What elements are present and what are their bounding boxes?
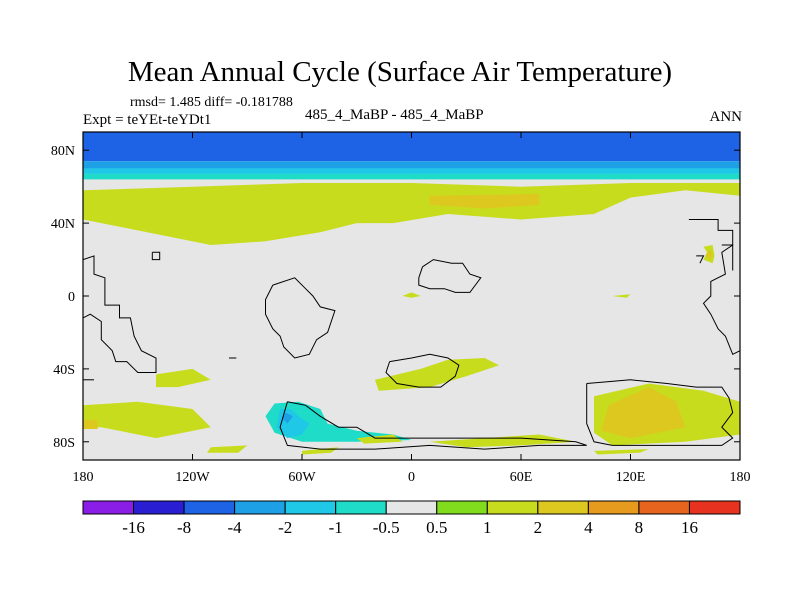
- colorbar-box-7: [436, 500, 488, 515]
- y-tick-label-3: 40S: [53, 363, 75, 378]
- colorbar-label-11: 16: [681, 518, 698, 537]
- anomaly-region-22: [601, 387, 686, 439]
- anomaly-region-18: [83, 419, 98, 429]
- x-tick-label-0: 180: [73, 470, 94, 485]
- anomaly-region-7: [291, 325, 313, 342]
- experiment-label: Expt = teYEt-teYDt1: [83, 112, 212, 128]
- colorbar-label-4: -1: [329, 518, 343, 537]
- coastline-0: [83, 255, 157, 373]
- anomaly-region-10: [681, 347, 733, 362]
- anomaly-region-29: [612, 294, 631, 298]
- y-tick-label-4: 80S: [53, 436, 75, 451]
- colorbar-box-3: [234, 500, 286, 515]
- anomaly-region-5: [83, 321, 102, 342]
- anomaly-region-12: [440, 292, 452, 298]
- coastline-5: [586, 379, 734, 446]
- colorbar-box-2: [183, 500, 236, 515]
- colorbar-label-1: -8: [177, 518, 191, 537]
- coastline-8: [696, 255, 705, 264]
- anomaly-region-24: [429, 434, 576, 448]
- colorbar-label-5: -0.5: [373, 518, 400, 537]
- colorbar-label-3: -2: [278, 518, 292, 537]
- colorbar-box-12: [688, 500, 741, 515]
- anomaly-region-28: [402, 292, 421, 298]
- anomaly-region-6: [83, 347, 153, 364]
- colorbar-label-2: -4: [228, 518, 243, 537]
- colorbar-box-9: [537, 500, 589, 515]
- colorbar-label-7: 1: [483, 518, 492, 537]
- anomaly-region-9: [630, 332, 664, 347]
- chart-title: Mean Annual Cycle (Surface Air Temperatu…: [127, 56, 673, 88]
- colorbar-box-6: [385, 500, 438, 515]
- coastline-1: [151, 251, 161, 261]
- coastline-9: [721, 244, 734, 271]
- coastline-2: [265, 277, 336, 359]
- coastline-4: [385, 353, 460, 388]
- colorbar-box-5: [335, 500, 387, 515]
- colorbar-box-1: [133, 500, 185, 515]
- x-tick-label-4: 60E: [510, 470, 533, 485]
- colorbar-label-6: 0.5: [426, 518, 447, 537]
- y-tick-label-1: 40N: [51, 217, 75, 232]
- colorbar-box-4: [284, 500, 337, 515]
- anomaly-region-8: [338, 356, 350, 366]
- coastline-3: [418, 259, 482, 293]
- x-tick-label-1: 120W: [175, 470, 210, 485]
- stats-label: rmsd= 1.485 diff= -0.181788: [130, 95, 293, 110]
- season-label: ANN: [709, 109, 743, 125]
- axis-layer: 180 120W 60W 0 60E 120E 180 80N 40N 0 40S 80S: [51, 132, 751, 485]
- colorbar-box-8: [486, 500, 539, 515]
- anomaly-region-23: [356, 434, 403, 444]
- coastline-layer: [83, 219, 740, 450]
- colorbar-box-10: [587, 500, 640, 515]
- y-tick-label-0: 80N: [51, 144, 75, 159]
- colorbar-label-0: -16: [122, 518, 145, 537]
- x-tick-label-3: 0: [408, 470, 415, 485]
- colorbar-box-11: [638, 500, 690, 515]
- colorbar-label-9: 4: [584, 518, 593, 537]
- anomaly-region-0: [83, 183, 740, 245]
- anomaly-region-16: [281, 412, 293, 424]
- x-tick-label-6: 180: [730, 470, 751, 485]
- anomaly-region-25: [207, 445, 248, 453]
- coastline-6: [279, 401, 587, 450]
- center-label: 485_4_MaBP - 485_4_MaBP: [305, 107, 484, 123]
- anomaly-region-1: [429, 194, 540, 209]
- x-tick-label-5: 120E: [616, 470, 646, 485]
- colorbar-label-10: 8: [635, 518, 644, 537]
- anomaly-region-17: [83, 401, 211, 439]
- anomaly-region-11: [511, 317, 531, 322]
- polar-band-2: [83, 168, 740, 174]
- y-tick-label-2: 0: [68, 290, 75, 305]
- x-tick-label-2: 60W: [288, 470, 316, 485]
- anomaly-region-19: [156, 368, 211, 388]
- polar-band-1: [83, 161, 740, 169]
- polar-band-3: [83, 173, 740, 180]
- anomaly-region-27: [594, 449, 649, 455]
- coastline-7: [688, 219, 740, 355]
- anomaly-region-20: [375, 358, 500, 391]
- colorbar-box-0: [82, 500, 135, 515]
- anomaly-region-3: [705, 250, 713, 260]
- colorbar-label-8: 2: [534, 518, 543, 537]
